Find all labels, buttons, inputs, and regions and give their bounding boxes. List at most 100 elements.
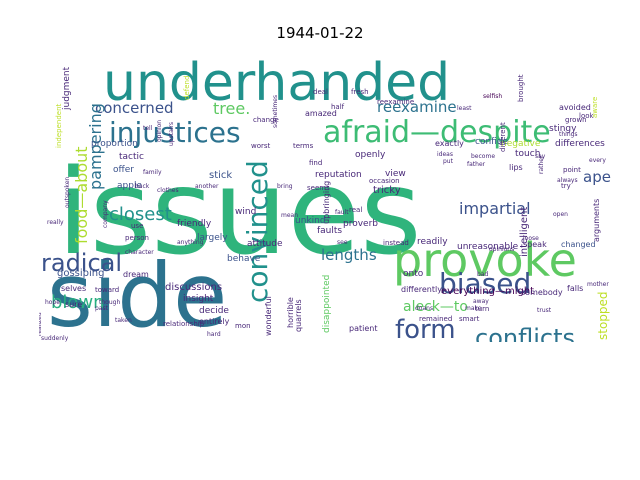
cloud-word: least	[457, 105, 472, 112]
cloud-word: smart	[459, 315, 480, 323]
cloud-word: reexamine	[377, 98, 457, 116]
cloud-word: unreasonable	[457, 242, 519, 252]
cloud-word: readily	[417, 237, 448, 247]
cloud-word: differences	[555, 139, 605, 149]
cloud-word: largely	[197, 233, 228, 243]
cloud-word: away	[473, 298, 489, 305]
cloud-word: grown	[565, 116, 587, 124]
cloud-word: everything—might	[441, 286, 534, 297]
cloud-word: intelligent	[519, 207, 530, 257]
cloud-word: aleck—to	[403, 299, 468, 315]
cloud-word: dream	[123, 270, 149, 279]
cloud-word: character	[125, 249, 154, 256]
cloud-word: selves	[61, 284, 86, 293]
cloud-word: use	[131, 222, 143, 230]
cloud-word: tactic	[119, 152, 144, 162]
cloud-word: aware	[591, 97, 599, 118]
cloud-word: onto	[403, 269, 424, 279]
cloud-word: changed	[561, 240, 596, 249]
cloud-word: underhanded	[103, 53, 450, 113]
cloud-word: ape	[583, 168, 611, 186]
cloud-word: real	[349, 206, 362, 214]
cloud-word: patient	[349, 324, 377, 333]
cloud-word: selfish	[483, 93, 502, 100]
cloud-word: turn	[475, 305, 489, 313]
cloud-word: remained	[419, 315, 452, 323]
cloud-word: stingy	[549, 124, 577, 134]
cloud-word: relationship	[163, 320, 205, 328]
cloud-word: food—about	[72, 146, 91, 244]
cloud-word: sometimes	[272, 95, 279, 128]
cloud-word: reputation	[315, 170, 362, 180]
cloud-word: negative	[501, 139, 541, 149]
cloud-word: see	[337, 239, 348, 246]
cloud-word: toward	[95, 286, 119, 294]
cloud-word: deal	[313, 88, 328, 96]
cloud-word: faults	[317, 226, 342, 236]
cloud-word: behave	[227, 254, 261, 264]
cloud-word: brought	[517, 74, 525, 102]
cloud-word: lips	[509, 163, 523, 172]
cloud-word: friendly	[177, 219, 212, 229]
cloud-word: upstairs	[168, 122, 175, 146]
chart-title: 1944-01-22	[276, 24, 364, 42]
cloud-word: proportion	[91, 139, 138, 149]
cloud-word: make	[465, 305, 482, 312]
cloud-word: instead	[383, 239, 409, 247]
cloud-word: tree.	[213, 99, 250, 118]
cloud-word: exactly	[435, 139, 464, 148]
cloud-word: seems	[307, 184, 330, 192]
cloud-word: though	[99, 299, 120, 306]
cloud-word: blown	[51, 292, 105, 313]
cloud-word: openly	[355, 150, 386, 160]
cloud-word: find	[309, 159, 322, 167]
cloud-word: view	[385, 169, 406, 179]
cloud-word: impartial	[459, 199, 531, 218]
cloud-word: suddenly	[41, 335, 69, 342]
cloud-word: entirely	[199, 317, 230, 326]
cloud-word: provoke	[393, 233, 577, 287]
cloud-word: doans	[415, 305, 433, 312]
cloud-word: stopped	[596, 291, 610, 340]
cloud-word: defend	[183, 76, 191, 100]
cloud-word: independent	[55, 103, 63, 148]
cloud-word: open	[553, 211, 568, 218]
cloud-word: quarrels	[294, 299, 303, 332]
cloud-word: clothes	[157, 187, 179, 194]
cloud-word: form	[395, 315, 456, 342]
cloud-word: decide	[199, 306, 229, 316]
cloud-word: somebody	[521, 288, 563, 297]
cloud-word: trust	[537, 307, 552, 314]
cloud-word: mean	[281, 212, 298, 219]
cloud-word: fresh	[351, 88, 369, 96]
cloud-word: concerned	[95, 99, 174, 117]
cloud-word: upbringing	[322, 181, 331, 224]
cloud-word: judgment	[62, 66, 72, 111]
cloud-word: offer	[113, 165, 134, 175]
cloud-word: back	[135, 183, 150, 190]
cloud-word: injustices	[109, 116, 241, 149]
cloud-word: wind	[235, 207, 256, 217]
cloud-word: ideas	[437, 151, 453, 158]
cloud-word: side	[47, 244, 227, 342]
cloud-word: anything	[177, 239, 204, 246]
cloud-word: look	[579, 112, 595, 120]
cloud-word: attitude	[247, 239, 283, 249]
cloud-word: past	[95, 305, 109, 312]
cloud-word: speak	[523, 240, 547, 249]
cloud-word: father	[467, 161, 486, 168]
cloud-word: become	[471, 153, 495, 160]
cloud-word: biased	[439, 267, 531, 300]
cloud-word: insight	[183, 294, 214, 304]
cloud-word: differently	[401, 285, 442, 294]
cloud-word: sure	[65, 300, 82, 309]
cloud-word: arguments	[592, 199, 601, 242]
cloud-word: opinion	[156, 120, 163, 142]
cloud-word: avoided	[559, 103, 591, 112]
cloud-word: discussions	[165, 282, 222, 293]
cloud-word: half	[331, 103, 345, 111]
cloud-word: things	[559, 131, 578, 138]
cloud-word: stick	[209, 170, 232, 181]
cloud-word: issues	[57, 143, 422, 281]
cloud-word: mon	[235, 322, 251, 330]
